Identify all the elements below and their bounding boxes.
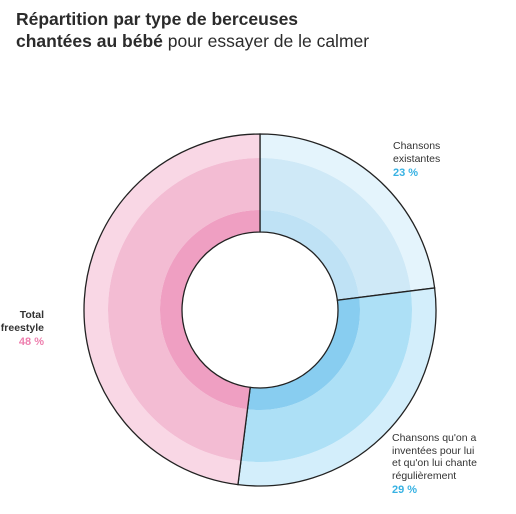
label-invented-songs: Chansons qu'on a inventées pour lui et q… — [392, 432, 477, 496]
donut-slice-2 — [83, 133, 261, 486]
label-freestyle: Total freestyle 48 % — [0, 309, 44, 348]
donut-slice-0 — [259, 133, 436, 301]
title-line-2: chantées au bébé pour essayer de le calm… — [16, 31, 370, 51]
chart-title: Répartition par type de berceuses chanté… — [16, 8, 506, 52]
label-existing-songs: Chansons existantes 23 % — [393, 140, 441, 179]
donut-slice-1 — [237, 287, 437, 487]
title-line-1: Répartition par type de berceuses — [16, 9, 299, 29]
pct-freestyle: 48 % — [18, 336, 44, 348]
pct-existing-songs: 23 % — [393, 167, 419, 179]
pct-invented-songs: 29 % — [392, 484, 418, 496]
